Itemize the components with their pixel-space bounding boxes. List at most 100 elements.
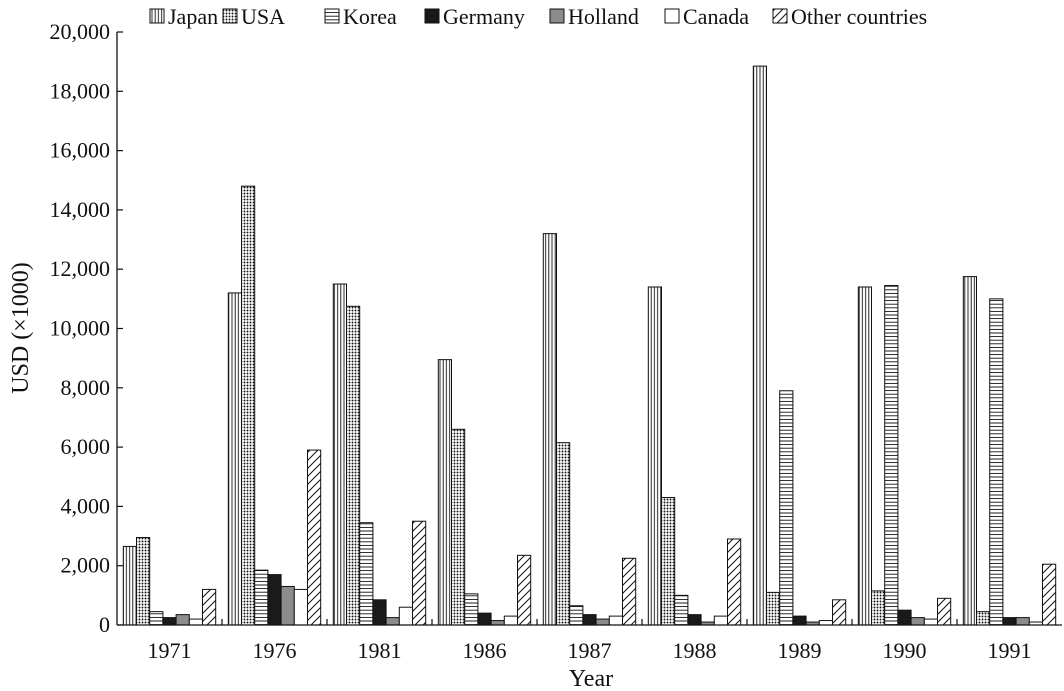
bar-germany-1971 bbox=[162, 617, 177, 626]
legend-label: Germany bbox=[443, 4, 525, 29]
bar-japan-1971 bbox=[122, 545, 138, 626]
bar-korea-1988 bbox=[674, 594, 689, 626]
bar-holland-1981 bbox=[385, 617, 400, 626]
x-tick-label: 1991 bbox=[988, 638, 1032, 663]
bar-holland-1976 bbox=[280, 585, 295, 626]
y-tick-label: 2,000 bbox=[61, 553, 111, 578]
y-tick-label: 20,000 bbox=[50, 19, 111, 44]
bar-japan-1989 bbox=[752, 65, 767, 626]
bar-usa-1987 bbox=[556, 442, 571, 626]
bar-canada-1976 bbox=[293, 588, 308, 626]
bar-other-countries-1981 bbox=[412, 520, 427, 626]
bar-korea-1989 bbox=[779, 390, 794, 626]
legend-label: Holland bbox=[568, 4, 639, 29]
bar-germany-1986 bbox=[477, 612, 492, 626]
legend-swatch-germany bbox=[424, 8, 440, 24]
x-tick-label: 1981 bbox=[358, 638, 402, 663]
y-tick-label: 16,000 bbox=[50, 138, 111, 163]
y-tick-label: 0 bbox=[99, 612, 110, 637]
bar-other-countries-1976 bbox=[307, 449, 322, 626]
bar-other-countries-1991 bbox=[1042, 563, 1057, 626]
bar-japan-1986 bbox=[437, 359, 452, 626]
bar-germany-1988 bbox=[687, 614, 702, 626]
bar-other-countries-1990 bbox=[937, 597, 952, 626]
y-tick-label: 14,000 bbox=[50, 197, 111, 222]
bar-japan-1988 bbox=[647, 286, 662, 626]
x-tick-label: 1976 bbox=[253, 638, 297, 663]
bar-holland-1986 bbox=[490, 620, 505, 626]
bar-usa-1990 bbox=[871, 590, 886, 626]
bar-japan-1981 bbox=[332, 283, 347, 626]
bar-usa-1981 bbox=[346, 305, 361, 626]
bar-germany-1981 bbox=[372, 599, 387, 626]
bar-germany-1976 bbox=[267, 574, 282, 626]
x-tick-label: 1971 bbox=[148, 638, 192, 663]
legend-swatch-canada bbox=[664, 8, 680, 24]
legend-label: Korea bbox=[343, 4, 397, 29]
legend-label: Other countries bbox=[791, 4, 927, 29]
bar-japan-1976 bbox=[227, 292, 243, 626]
bar-korea-1971 bbox=[149, 611, 164, 626]
bar-canada-1981 bbox=[398, 606, 413, 626]
x-tick-label: 1989 bbox=[778, 638, 822, 663]
bar-germany-1991 bbox=[1002, 617, 1017, 626]
bar-usa-1988 bbox=[661, 497, 676, 626]
bar-other-countries-1989 bbox=[832, 599, 847, 626]
y-tick-label: 8,000 bbox=[61, 375, 111, 400]
bar-korea-1986 bbox=[464, 593, 479, 626]
bar-korea-1976 bbox=[254, 569, 269, 626]
bar-holland-1990 bbox=[910, 617, 925, 626]
bar-other-countries-1971 bbox=[202, 588, 217, 626]
y-tick-label: 6,000 bbox=[61, 434, 111, 459]
bar-other-countries-1986 bbox=[517, 554, 532, 626]
bars bbox=[122, 65, 1057, 626]
x-tick-label: 1988 bbox=[673, 638, 717, 663]
legend: Japan USA Korea Germany Holland Canada Other c… bbox=[149, 4, 927, 29]
bar-usa-1991 bbox=[976, 611, 991, 626]
bar-usa-1989 bbox=[766, 591, 781, 626]
y-axis-title: USD (×1000) bbox=[8, 262, 34, 394]
bar-korea-1990 bbox=[884, 285, 899, 626]
bar-usa-1976 bbox=[241, 185, 256, 626]
bar-canada-1990 bbox=[923, 618, 938, 626]
bar-germany-1989 bbox=[792, 615, 807, 626]
y-tick-label: 12,000 bbox=[50, 256, 111, 281]
legend-label: Canada bbox=[683, 4, 749, 29]
legend-swatch-japan bbox=[149, 8, 165, 24]
bar-canada-1989 bbox=[818, 620, 833, 626]
bar-germany-1990 bbox=[897, 609, 912, 626]
bar-holland-1971 bbox=[175, 614, 190, 626]
bar-germany-1987 bbox=[582, 614, 597, 626]
x-tick-label: 1990 bbox=[883, 638, 927, 663]
x-tick-label: 1987 bbox=[568, 638, 612, 663]
bar-usa-1986 bbox=[451, 428, 466, 626]
x-tick-label: 1986 bbox=[463, 638, 507, 663]
y-tick-label: 4,000 bbox=[61, 493, 111, 518]
bar-japan-1991 bbox=[962, 276, 977, 626]
x-axis-title: Year bbox=[569, 666, 613, 691]
x-axis: 1971 1976 1981 1986 1987 1988 1989 1990 1991 bbox=[117, 619, 1062, 663]
legend-label: USA bbox=[241, 4, 285, 29]
legend-swatch-holland bbox=[549, 8, 565, 24]
bar-canada-1988 bbox=[713, 615, 728, 626]
bar-other-countries-1987 bbox=[622, 557, 637, 626]
y-tick-label: 18,000 bbox=[50, 78, 111, 103]
y-axis: 0 2,000 4,000 6,000 8,000 10,000 12,000 14,000 1… bbox=[50, 19, 123, 637]
bar-japan-1987 bbox=[542, 233, 557, 626]
legend-label: Japan bbox=[168, 4, 218, 29]
bar-korea-1991 bbox=[989, 298, 1004, 626]
y-tick-label: 10,000 bbox=[50, 316, 111, 341]
bar-korea-1981 bbox=[359, 522, 374, 626]
bar-other-countries-1988 bbox=[727, 538, 742, 626]
bar-korea-1987 bbox=[569, 605, 584, 626]
legend-swatch-other-countries bbox=[772, 8, 788, 24]
bar-canada-1987 bbox=[608, 615, 623, 626]
legend-swatch-korea bbox=[324, 8, 340, 24]
bar-holland-1987 bbox=[595, 618, 610, 626]
bar-canada-1986 bbox=[503, 615, 518, 626]
bar-holland-1991 bbox=[1015, 617, 1030, 626]
bar-japan-1990 bbox=[857, 286, 872, 626]
bar-usa-1971 bbox=[136, 537, 151, 626]
legend-swatch-usa bbox=[222, 8, 238, 24]
